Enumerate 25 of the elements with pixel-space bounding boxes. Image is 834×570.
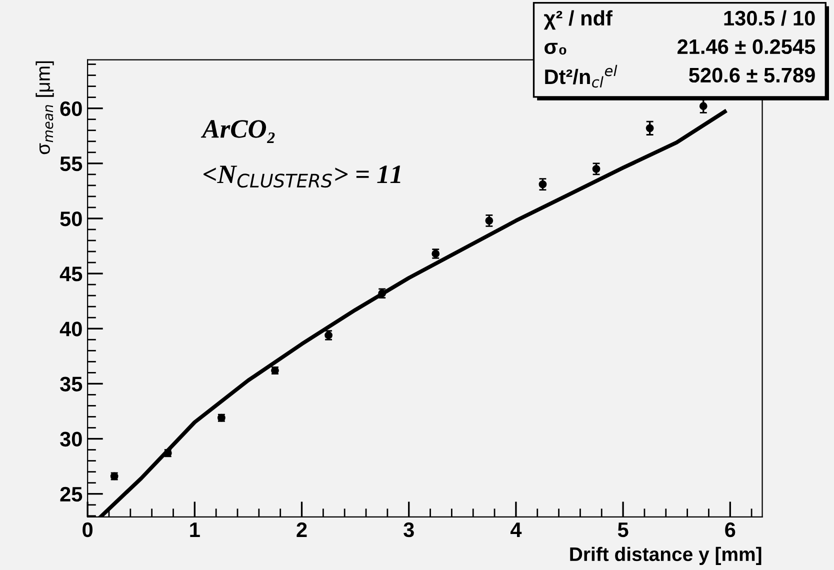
x-tick-label: 2: [296, 522, 307, 537]
y-tick-label: 50: [60, 211, 82, 226]
x-tick-label: 0: [82, 522, 93, 538]
y-tick-label: 30: [60, 432, 82, 447]
x-tick-label: 5: [618, 522, 628, 538]
y-tick-label: 25: [60, 486, 82, 502]
y-tick-label: 35: [60, 376, 82, 392]
annotation: Dt²/n$_{cl}$$^{el}$: [545, 64, 618, 88]
y-tick-label: 40: [60, 322, 82, 336]
text: σ₀: [544, 42, 566, 55]
x-tick-label: 3: [404, 522, 414, 538]
x-tick-label: 1: [190, 522, 200, 537]
annotation: 520.6 ± 5.789: [689, 68, 815, 83]
text: χ² / ndf: [544, 10, 612, 30]
text: 21.46 ± 0.2545: [678, 39, 816, 54]
x-tick-label: 6: [725, 522, 736, 538]
y-axis-title: σ$_{mean}$ [μm]: [36, 61, 54, 154]
text: 130.5 / 10: [724, 10, 815, 26]
x-tick-label: 4: [510, 522, 522, 537]
x-axis-title: Drift distance y [mm]: [570, 546, 762, 565]
y-tick-label: 45: [60, 266, 82, 282]
annotation: <N$_{CLUSTERS}$> = 11: [204, 166, 400, 188]
y-tick-label: 55: [60, 156, 82, 172]
y-tick-label: 60: [60, 101, 82, 116]
annotation: ArCO₂: [200, 120, 275, 143]
